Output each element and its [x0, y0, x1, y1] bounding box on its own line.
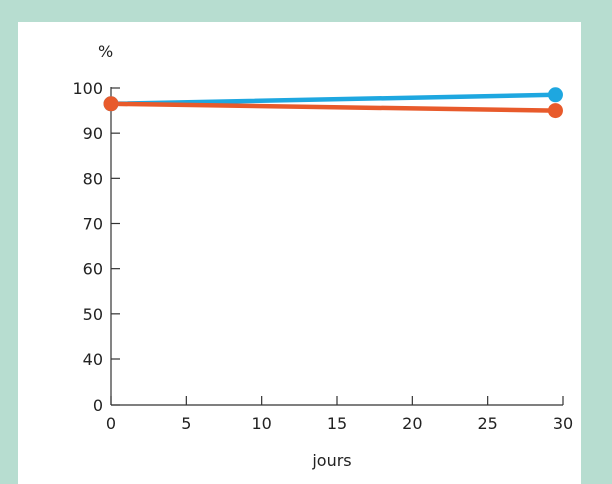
- y-tick-label: 70: [83, 215, 103, 234]
- y-axis-label: %: [98, 42, 113, 61]
- series-layer: [103, 87, 563, 119]
- x-tick-label: 15: [327, 414, 347, 433]
- chart-panel: 0 40 50 60 70 80 90 100 0 5 10 15 20 25 30 % jours: [18, 22, 581, 484]
- y-tick-label: 40: [83, 350, 103, 369]
- x-tick-label: 25: [477, 414, 497, 433]
- x-tick-label: 0: [106, 414, 116, 433]
- y-tick-label: 90: [83, 124, 103, 143]
- x-tick-label: 5: [181, 414, 191, 433]
- x-tick-label: 20: [402, 414, 422, 433]
- series-1-point: [547, 87, 563, 103]
- line-chart: 0 40 50 60 70 80 90 100 0 5 10 15 20 25 30 % jours: [72, 42, 573, 470]
- y-tick-label: 50: [83, 305, 103, 324]
- y-tick-label: 60: [83, 260, 103, 279]
- x-tick-label: 10: [251, 414, 271, 433]
- axes: 0 40 50 60 70 80 90 100 0 5 10 15 20 25 30: [72, 79, 573, 433]
- series-2-point: [547, 103, 563, 119]
- y-tick-label: 80: [83, 169, 103, 188]
- series-1-line: [108, 92, 558, 107]
- y-tick-label: 0: [93, 396, 103, 415]
- y-tick-label: 100: [72, 79, 103, 98]
- series-2-line: [108, 101, 558, 113]
- x-axis-label: jours: [311, 451, 351, 470]
- x-tick-label: 30: [553, 414, 573, 433]
- series-2-point: [103, 96, 119, 112]
